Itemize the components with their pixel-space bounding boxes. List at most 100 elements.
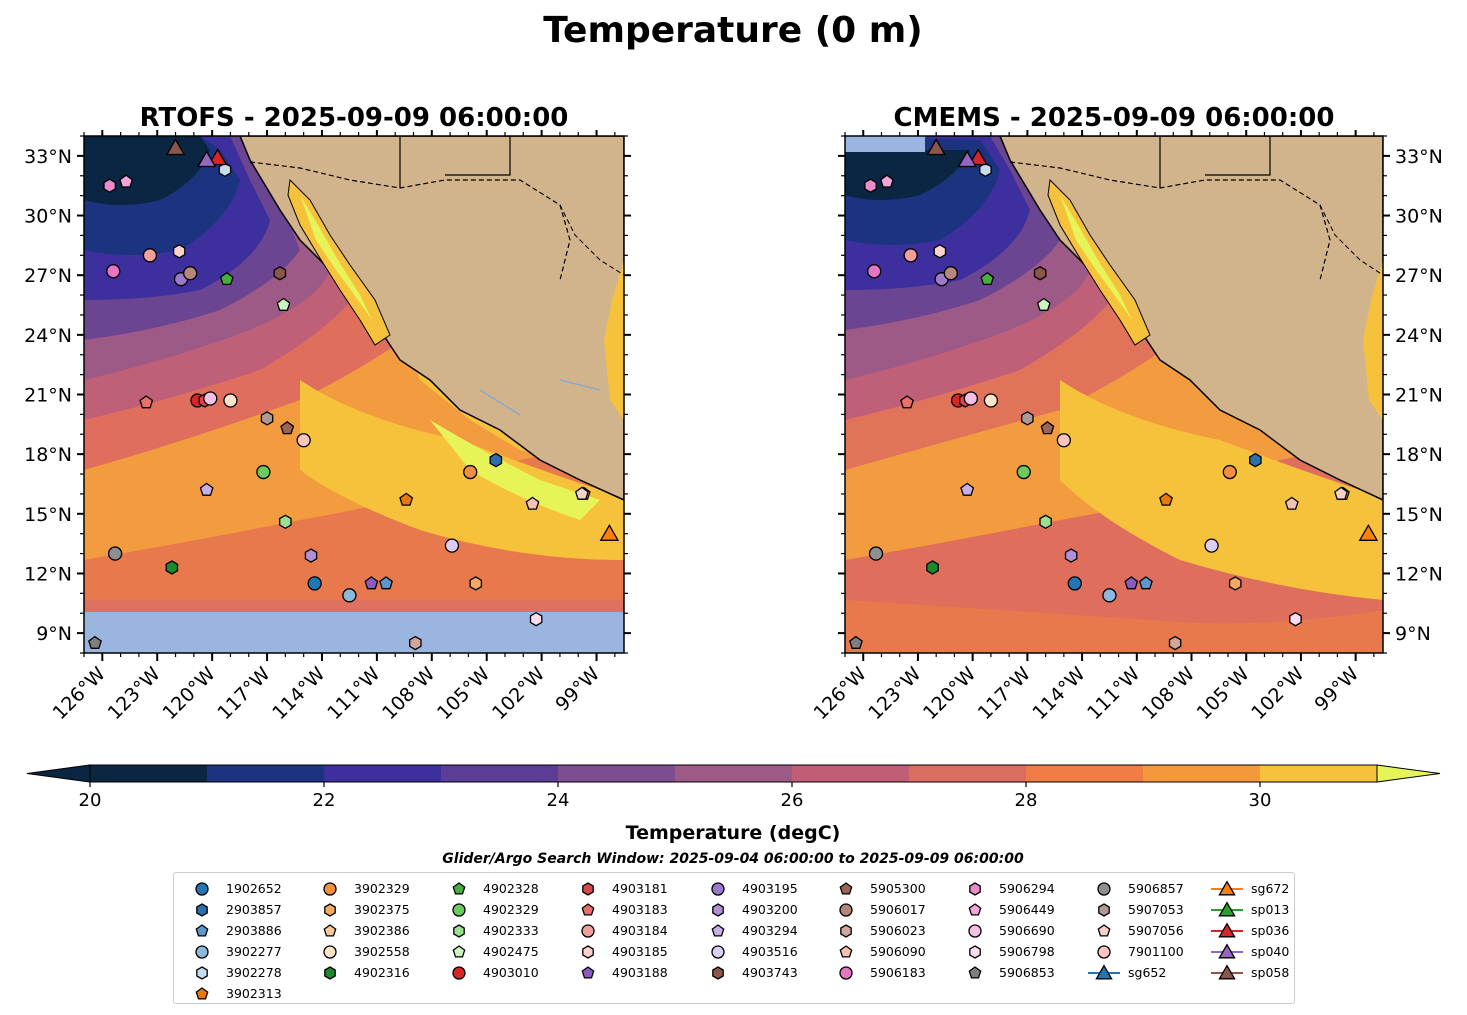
legend-symbol-4903010 — [452, 966, 466, 980]
platform-sg672 — [1358, 524, 1379, 541]
legend-label: 5906449 — [999, 902, 1055, 917]
platform-4902329 — [1016, 464, 1031, 480]
temperature-field — [845, 136, 1383, 653]
platform-5906690 — [203, 391, 218, 406]
x-tick-label: 105°W — [433, 663, 494, 724]
colorbar: 20 22 24 26 28 30 Temperature (degC) Glider/A… — [26, 764, 1441, 867]
legend-symbol-4903516 — [711, 945, 725, 959]
platform-sp040 — [957, 150, 978, 168]
platform-sp058 — [926, 138, 946, 156]
panel-title: RTOFS - 2025-09-09 06:00:00 — [140, 103, 569, 133]
y-tick-label: 30°N — [1395, 206, 1443, 228]
legend-label: 2903886 — [226, 923, 282, 938]
platform-3902278 — [218, 162, 232, 178]
platform-7901100 — [296, 433, 311, 448]
platform-5906183 — [867, 264, 882, 279]
legend-symbol-4902475 — [452, 945, 466, 958]
colorbar-extend-low — [26, 764, 91, 783]
x-tick-label: 120°W — [919, 663, 980, 724]
search-window: Glider/Argo Search Window: 2025-09-04 06… — [442, 851, 1024, 867]
x-tick-label: 114°W — [268, 663, 329, 724]
legend-marker — [1211, 943, 1243, 959]
legend-marker — [711, 924, 725, 937]
platform-5906017 — [183, 266, 198, 281]
legend-label: 3902329 — [354, 881, 410, 896]
legend-marker — [195, 945, 209, 959]
y-tick-label: 12°N — [1395, 563, 1443, 585]
y-tick-label: 21°N — [24, 385, 72, 407]
y-tick-label: 9°N — [36, 623, 72, 645]
colorbar-label: Temperature (degC) — [626, 822, 841, 844]
legend-label: 5905300 — [870, 881, 926, 896]
platform-4903185 — [172, 244, 186, 259]
platform-5906857 — [107, 546, 123, 561]
legend-symbol-5906090 — [839, 945, 853, 958]
platform-4903294 — [960, 482, 975, 496]
legend-marker — [452, 966, 466, 980]
platform-4903743 — [1033, 265, 1047, 281]
legend-label: sp058 — [1251, 965, 1290, 980]
colorbar-segment — [558, 765, 676, 782]
y-tick-label: 12°N — [24, 563, 72, 585]
legend-label: sp013 — [1251, 902, 1290, 917]
legend-symbol-4903743 — [712, 966, 724, 980]
legend-symbol-sg672 — [1218, 880, 1236, 896]
legend-marker — [968, 903, 982, 916]
platform-4902316 — [926, 560, 939, 575]
legend-label: 4902333 — [483, 923, 539, 938]
legend-label: sg672 — [1251, 881, 1290, 896]
legend-label: 4903185 — [612, 944, 668, 959]
legend-label: 3902277 — [226, 944, 282, 959]
legend-marker — [1211, 880, 1243, 896]
platform-7901100 — [1056, 433, 1071, 448]
colorbar-segment — [207, 765, 325, 782]
colorbar-segment — [90, 765, 208, 782]
platform-5906017 — [943, 266, 958, 281]
colorbar-segment — [1260, 765, 1378, 782]
legend-symbol-5905300 — [839, 882, 853, 895]
legend-marker — [839, 945, 853, 958]
platform-4902333 — [279, 514, 292, 530]
platform-4903184 — [903, 248, 918, 263]
colorbar-segment — [909, 765, 1027, 782]
platform-4902316 — [165, 560, 179, 575]
legend-label: 4903181 — [612, 881, 668, 896]
legend-symbol-5906294 — [969, 882, 981, 896]
x-tick-label: 111°W — [323, 663, 384, 724]
platform-3902329 — [463, 464, 478, 480]
platform-4902328 — [219, 271, 234, 286]
platform-legend: 1902652 2903857 2903886 3902277 3902278 39023… — [173, 872, 1295, 1004]
figure-title: Temperature (0 m) — [543, 10, 922, 51]
legend-marker — [1211, 901, 1243, 917]
y-tick-label: 24°N — [1395, 325, 1443, 347]
legend-symbol-4903184 — [581, 924, 595, 938]
legend-marker — [582, 945, 594, 959]
colorbar-tick-label: 22 — [313, 790, 336, 811]
legend-label: 4903200 — [742, 902, 798, 917]
legend-label: 5907056 — [1128, 923, 1184, 938]
panel-title: CMEMS - 2025-09-09 06:00:00 — [894, 103, 1335, 133]
platform-5905300 — [280, 420, 295, 435]
legend-label: 3902558 — [354, 944, 410, 959]
legend-marker — [968, 924, 982, 938]
legend-symbol-sp058 — [1218, 964, 1236, 980]
platform-markers — [849, 138, 1379, 651]
platform-5906294 — [864, 178, 877, 193]
legend-label: 4903743 — [742, 965, 798, 980]
legend-symbol-5907053 — [1098, 903, 1110, 917]
platform-4903516 — [1204, 538, 1219, 553]
platform-5907056 — [574, 486, 589, 500]
platform-sp036 — [207, 148, 228, 166]
legend-marker — [1097, 924, 1111, 937]
legend-symbol-3902313 — [195, 987, 209, 1000]
platform-2903857 — [489, 452, 503, 468]
legend-marker — [452, 882, 466, 895]
x-tick-label: 114°W — [1028, 663, 1089, 724]
legend-symbol-4902328 — [452, 882, 466, 895]
legend-symbol-3902278 — [196, 966, 208, 980]
platform-4902329 — [256, 464, 271, 480]
legend-label: 4903516 — [742, 944, 798, 959]
legend-marker — [581, 966, 595, 979]
legend-label: 4903010 — [483, 965, 539, 980]
platform-3902277 — [1102, 588, 1117, 603]
